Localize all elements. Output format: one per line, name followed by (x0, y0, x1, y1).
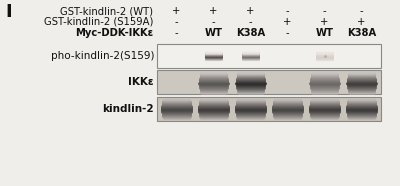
Text: Myc-DDK-IKKε: Myc-DDK-IKKε (75, 28, 153, 38)
Text: K38A: K38A (236, 28, 265, 38)
Text: -: - (249, 17, 252, 27)
Text: -: - (323, 6, 326, 16)
Text: -: - (360, 6, 363, 16)
Text: +: + (172, 6, 181, 16)
Text: +: + (246, 6, 255, 16)
Text: -: - (212, 17, 215, 27)
Text: I: I (5, 3, 12, 21)
Text: -: - (286, 28, 289, 38)
Text: GST-kindlin-2 (WT): GST-kindlin-2 (WT) (60, 6, 153, 16)
Text: pho-kindlin-2(S159): pho-kindlin-2(S159) (50, 51, 154, 61)
Text: -: - (175, 28, 178, 38)
Text: -: - (286, 6, 289, 16)
Bar (157, 44, 381, 68)
Text: K38A: K38A (347, 28, 376, 38)
Bar (157, 70, 381, 94)
Text: WT: WT (204, 28, 222, 38)
Text: -: - (175, 17, 178, 27)
Text: WT: WT (316, 28, 334, 38)
Text: +: + (357, 17, 366, 27)
Text: +: + (209, 6, 218, 16)
Text: +: + (283, 17, 292, 27)
Text: +: + (320, 17, 329, 27)
Text: GST-kindlin-2 (S159A): GST-kindlin-2 (S159A) (44, 17, 153, 27)
Text: IKKε: IKKε (128, 77, 154, 87)
Bar (157, 97, 381, 121)
Text: kindlin-2: kindlin-2 (102, 104, 154, 114)
